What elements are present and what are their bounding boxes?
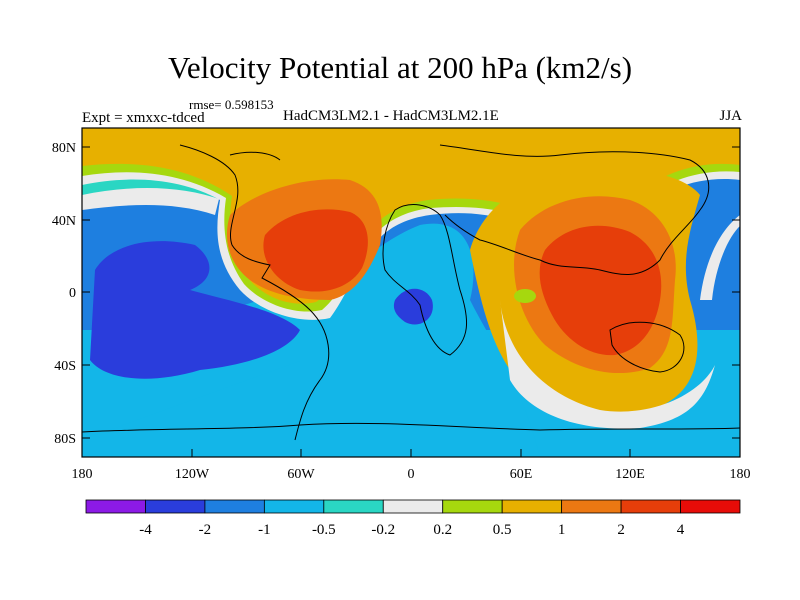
colorbar-box [501, 499, 563, 514]
lon-tick-labels: 180 120W 60W 0 60E 120E 180 [72, 467, 751, 482]
coast-australia [609, 321, 685, 373]
lat-label-80n: 80N [52, 141, 76, 156]
colorbar-box [442, 499, 503, 514]
lat-label-80s: 80S [54, 432, 76, 447]
lat-tick-labels: 80N 40N 0 40S 80S [52, 141, 76, 447]
field-region-indian-white [500, 300, 715, 429]
colorbar-label: -0.2 [371, 522, 395, 538]
colorbar-labels: -4 -2 -1 -0.5 -0.2 0.2 0.5 1 2 4 [139, 522, 685, 538]
lon-tick-marks [81, 449, 741, 457]
lat-label-40n: 40N [52, 214, 76, 229]
colorbar-box [204, 499, 265, 514]
coastlines [82, 144, 740, 441]
coast-eurasia [439, 144, 710, 275]
colorbar [85, 499, 741, 514]
colorbar-box [620, 499, 681, 514]
colorbar-box [680, 499, 741, 514]
colorbar-label: 0.2 [433, 522, 452, 538]
colorbar-box [263, 499, 325, 514]
colorbar-label: -0.5 [312, 522, 336, 538]
lon-label-180e: 180 [730, 467, 751, 482]
colorbar-box [145, 499, 206, 514]
coast-antarctica [82, 422, 740, 433]
experiment-label: Expt = xmxxc-tdced [82, 110, 205, 126]
rmse-label: rmse= 0.598153 [189, 97, 274, 112]
coast-americas [179, 144, 330, 441]
velocity-potential-field [82, 128, 740, 457]
lon-label-60w: 60W [287, 467, 315, 482]
coast-greenland [229, 151, 281, 161]
colorbar-label: -4 [139, 522, 152, 538]
comparison-label: HadCM3LM2.1 - HadCM3LM2.1E [283, 108, 499, 124]
lon-label-120e: 120E [615, 467, 645, 482]
colorbar-label: -2 [199, 522, 212, 538]
colorbar-box [85, 499, 146, 514]
lat-label-0: 0 [69, 286, 76, 301]
colorbar-label: -1 [258, 522, 271, 538]
field-region-guinea-min [393, 288, 433, 325]
coast-africa [382, 204, 468, 356]
colorbar-box [382, 499, 444, 514]
colorbar-label: 4 [677, 522, 685, 538]
colorbar-label: 1 [558, 522, 566, 538]
lon-label-180w: 180 [72, 467, 93, 482]
lon-label-120w: 120W [175, 467, 210, 482]
season-label: JJA [719, 108, 742, 124]
colorbar-box [561, 499, 622, 514]
lon-label-0: 0 [408, 467, 415, 482]
field-region-africa-spot [514, 289, 536, 303]
colorbar-label: 2 [617, 522, 625, 538]
field-region-wpac-white [700, 215, 740, 300]
plot-title: Velocity Potential at 200 hPa (km2/s) [167, 50, 633, 85]
field-region-atlantic-max [263, 209, 368, 292]
lat-tick-marks [82, 146, 740, 439]
field-region-pacific-min [90, 241, 300, 379]
colorbar-label: 0.5 [493, 522, 512, 538]
field-region-atlantic [300, 223, 540, 457]
lat-label-40s: 40S [54, 359, 76, 374]
lon-label-60e: 60E [510, 467, 533, 482]
colorbar-box [323, 499, 384, 514]
